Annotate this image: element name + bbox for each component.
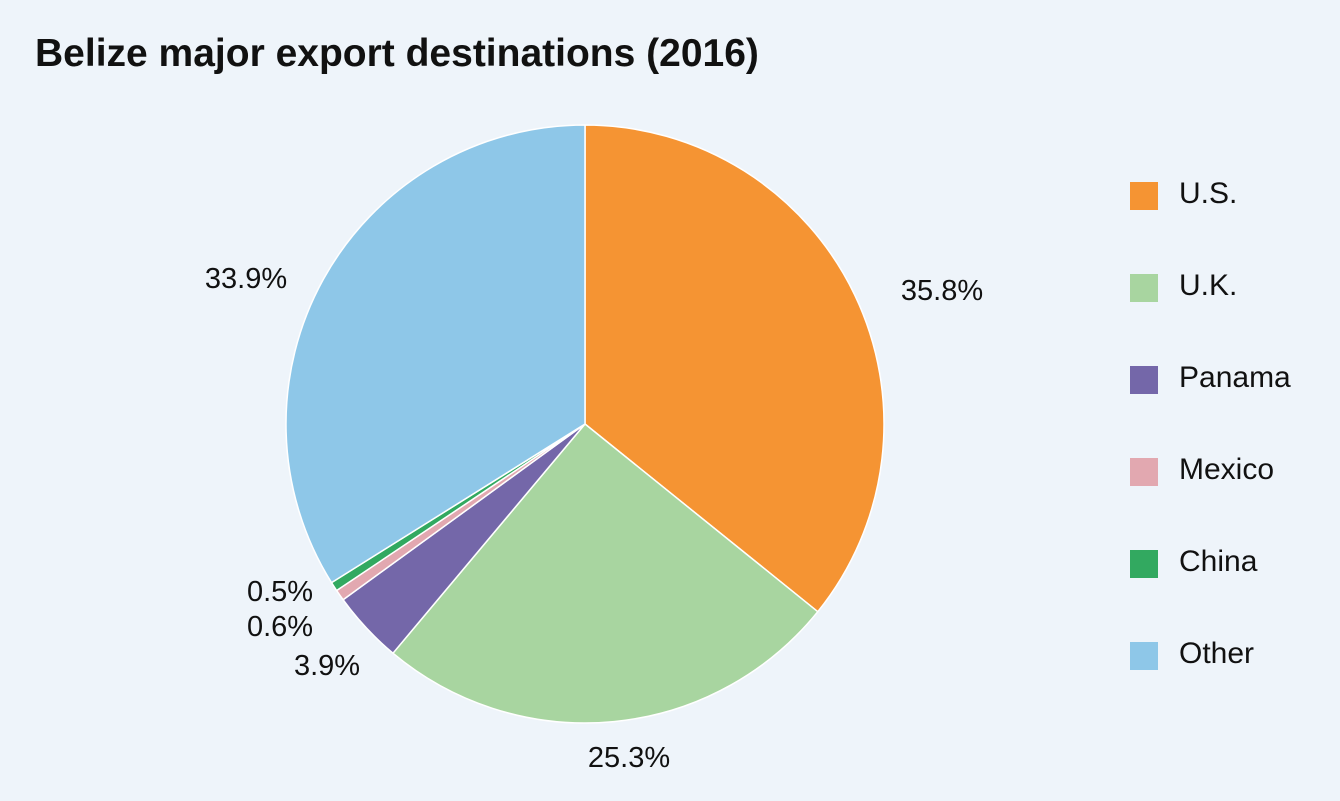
legend-swatch-uk xyxy=(1130,274,1158,302)
legend-swatch-us xyxy=(1130,182,1158,210)
legend-label-uk: U.K. xyxy=(1179,269,1238,302)
slice-label-panama: 3.9% xyxy=(294,650,360,682)
pie-slices xyxy=(285,124,885,724)
legend-swatch-panama xyxy=(1130,366,1158,394)
chart-title: Belize major export destinations (2016) xyxy=(35,32,759,75)
legend-label-mexico: Mexico xyxy=(1179,453,1275,486)
slice-label-us: 35.8% xyxy=(901,275,983,307)
pie-slice-us xyxy=(584,124,885,613)
slice-label-mexico: 0.6% xyxy=(247,611,313,643)
legend-label-us: U.S. xyxy=(1179,177,1238,210)
legend-label-other: Other xyxy=(1179,637,1255,670)
legend-swatch-other xyxy=(1130,642,1158,670)
legend-item-other: Other xyxy=(1130,635,1330,677)
pie-slice-uk xyxy=(392,423,819,724)
slice-label-other: 33.9% xyxy=(205,263,287,295)
legend-label-china: China xyxy=(1179,545,1258,578)
legend-label-panama: Panama xyxy=(1179,361,1291,394)
pie-labels: 35.8% 25.3% 3.9% 0.6%0.5% 33.9% xyxy=(205,263,983,774)
legend-item-mexico: Mexico xyxy=(1130,451,1330,493)
legend-item-us: U.S. xyxy=(1130,175,1330,217)
pie-slice-other xyxy=(285,124,586,584)
legend-swatch-mexico xyxy=(1130,458,1158,486)
legend: U.S. U.K. Panama Mexico China Other xyxy=(1130,175,1330,727)
legend-item-panama: Panama xyxy=(1130,359,1330,401)
legend-item-china: China xyxy=(1130,543,1330,585)
legend-swatch-china xyxy=(1130,550,1158,578)
slice-label-china: 0.5% xyxy=(247,576,313,608)
legend-item-uk: U.K. xyxy=(1130,267,1330,309)
slice-label-uk: 25.3% xyxy=(588,742,670,774)
